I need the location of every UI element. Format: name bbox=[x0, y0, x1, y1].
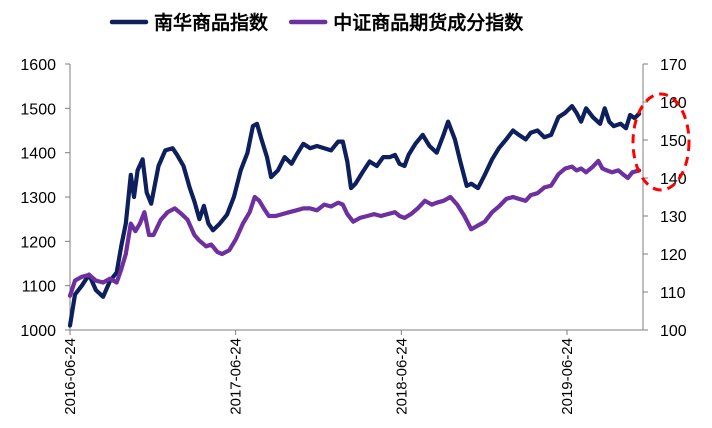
chart-series bbox=[67, 104, 642, 328]
legend-label-2: 中证商品期货成分指数 bbox=[333, 11, 524, 34]
right-tick-label: 100 bbox=[660, 323, 687, 340]
chart-axes: 1000 1100 1200 1300 1400 1500 1600 100 110 120 130… bbox=[20, 57, 686, 415]
x-tick-label: 2018-06-24 bbox=[393, 338, 410, 415]
left-tick-label: 1300 bbox=[20, 190, 56, 207]
right-tick-label: 160 bbox=[660, 95, 687, 112]
left-tick-label: 1400 bbox=[20, 146, 56, 163]
left-tick-label: 1200 bbox=[20, 234, 56, 251]
x-tick-label: 2019-06-24 bbox=[559, 338, 576, 415]
left-tick-label: 1100 bbox=[22, 279, 57, 296]
right-tick-label: 170 bbox=[660, 57, 687, 74]
left-tick-label: 1600 bbox=[20, 57, 56, 74]
right-tick-label: 150 bbox=[660, 133, 687, 150]
right-tick-label: 110 bbox=[660, 285, 686, 302]
series-line-1 bbox=[67, 104, 642, 328]
chart-annotation bbox=[631, 92, 691, 192]
dashed-ellipse-annotation bbox=[631, 92, 691, 192]
left-tick-label: 1000 bbox=[20, 323, 56, 340]
legend-label-1: 南华商品指数 bbox=[154, 11, 269, 34]
right-tick-label: 120 bbox=[660, 247, 687, 264]
right-tick-label: 130 bbox=[660, 209, 687, 226]
x-tick-label: 2017-06-24 bbox=[228, 338, 245, 415]
left-tick-label: 1500 bbox=[20, 101, 56, 118]
series-line-2 bbox=[67, 158, 642, 298]
x-tick-label: 2016-06-24 bbox=[62, 338, 79, 415]
chart-legend: 南华商品指数 中证商品期货成分指数 bbox=[109, 11, 524, 34]
